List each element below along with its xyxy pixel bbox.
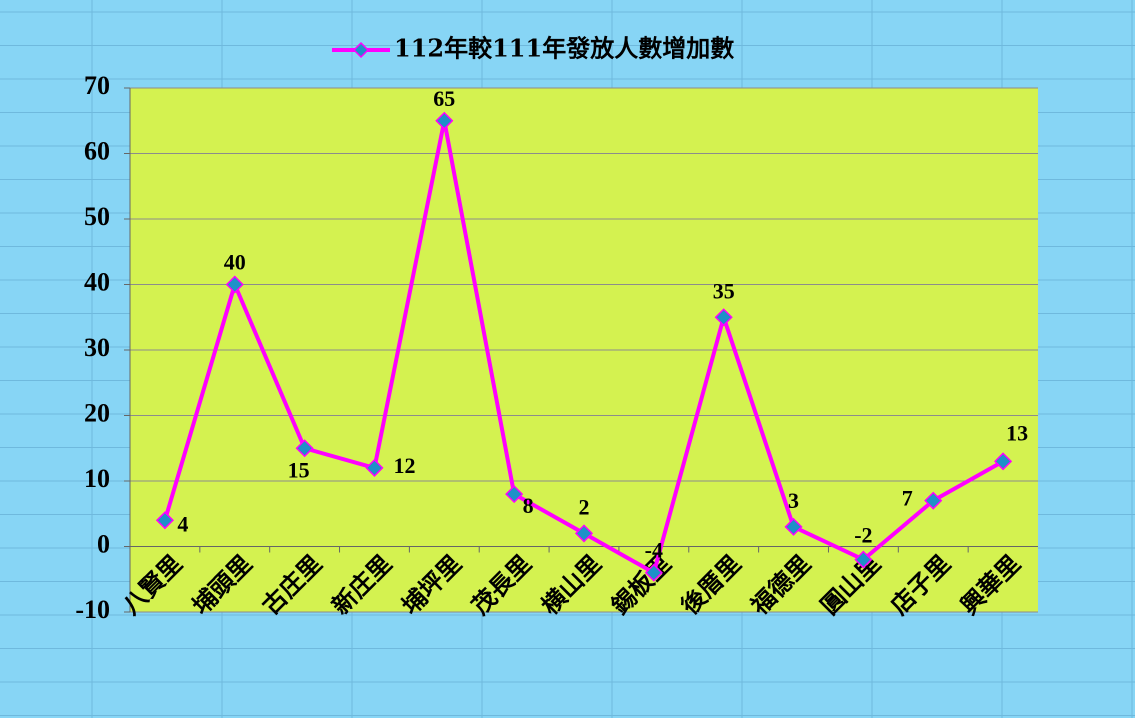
y-tick-label: 40 — [84, 267, 110, 296]
data-point — [784, 517, 803, 536]
data-point — [295, 439, 314, 458]
data-point — [225, 275, 244, 294]
data-point — [644, 563, 663, 582]
y-tick-label: 20 — [84, 398, 110, 427]
y-tick-label: 60 — [84, 136, 110, 165]
data-point — [155, 511, 174, 530]
data-label: 7 — [902, 486, 913, 511]
data-point — [505, 485, 524, 504]
data-label: 40 — [224, 250, 246, 275]
data-label: 3 — [788, 488, 799, 513]
data-point — [994, 452, 1013, 471]
data-label: 2 — [579, 494, 590, 519]
data-label: -2 — [854, 523, 872, 548]
legend-label: 112年較111年發放人數增加數 — [394, 34, 734, 63]
y-tick-label: 0 — [97, 529, 110, 558]
data-label: 15 — [288, 457, 310, 482]
data-point — [435, 111, 454, 130]
data-label: 12 — [393, 453, 415, 478]
data-label: -4 — [645, 538, 663, 563]
data-point — [574, 524, 594, 543]
data-label: 13 — [1006, 420, 1028, 445]
y-tick-label: 50 — [84, 202, 110, 231]
y-tick-label: 10 — [84, 464, 110, 493]
data-label: 8 — [523, 493, 534, 518]
y-tick-label: -10 — [75, 595, 110, 624]
data-point — [714, 308, 733, 327]
y-tick-label: 70 — [84, 71, 110, 100]
data-point — [365, 458, 384, 477]
y-tick-label: 30 — [84, 333, 110, 362]
data-point — [854, 550, 873, 569]
data-label: 4 — [177, 511, 188, 536]
legend-marker — [352, 41, 370, 59]
data-label: 35 — [713, 278, 735, 303]
data-label: 65 — [433, 86, 455, 111]
data-point — [924, 491, 943, 510]
